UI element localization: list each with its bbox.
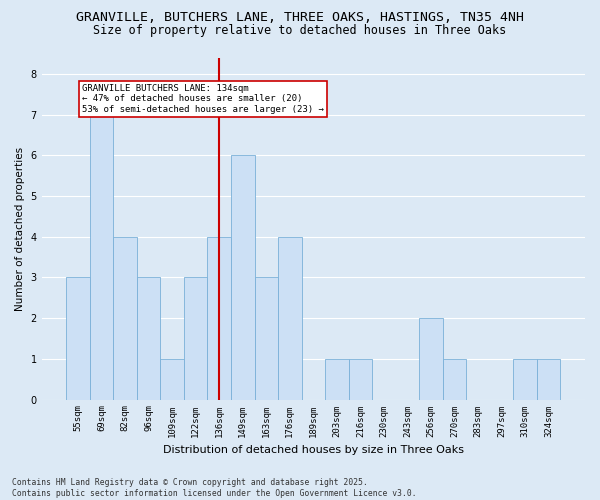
Bar: [160, 359, 184, 400]
Bar: [184, 278, 208, 400]
Text: GRANVILLE, BUTCHERS LANE, THREE OAKS, HASTINGS, TN35 4NH: GRANVILLE, BUTCHERS LANE, THREE OAKS, HA…: [76, 11, 524, 24]
Text: Contains HM Land Registry data © Crown copyright and database right 2025.
Contai: Contains HM Land Registry data © Crown c…: [12, 478, 416, 498]
Bar: [513, 359, 537, 400]
Bar: [325, 359, 349, 400]
Bar: [537, 359, 560, 400]
Bar: [419, 318, 443, 400]
Text: GRANVILLE BUTCHERS LANE: 134sqm
← 47% of detached houses are smaller (20)
53% of: GRANVILLE BUTCHERS LANE: 134sqm ← 47% of…: [82, 84, 324, 114]
Bar: [113, 236, 137, 400]
Bar: [278, 236, 302, 400]
Bar: [254, 278, 278, 400]
Bar: [90, 114, 113, 400]
Bar: [208, 236, 231, 400]
X-axis label: Distribution of detached houses by size in Three Oaks: Distribution of detached houses by size …: [163, 445, 464, 455]
Bar: [67, 278, 90, 400]
Text: Size of property relative to detached houses in Three Oaks: Size of property relative to detached ho…: [94, 24, 506, 37]
Bar: [349, 359, 372, 400]
Bar: [137, 278, 160, 400]
Bar: [231, 155, 254, 400]
Y-axis label: Number of detached properties: Number of detached properties: [15, 146, 25, 310]
Bar: [443, 359, 466, 400]
